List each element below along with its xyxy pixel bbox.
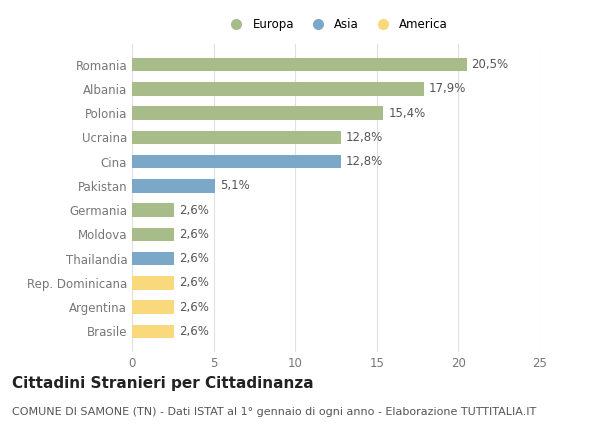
Text: 12,8%: 12,8% bbox=[346, 155, 383, 168]
Text: COMUNE DI SAMONE (TN) - Dati ISTAT al 1° gennaio di ogni anno - Elaborazione TUT: COMUNE DI SAMONE (TN) - Dati ISTAT al 1°… bbox=[12, 407, 536, 417]
Text: 15,4%: 15,4% bbox=[388, 106, 425, 120]
Bar bbox=[132, 301, 175, 314]
Legend: Europa, Asia, America: Europa, Asia, America bbox=[220, 13, 452, 35]
Text: 2,6%: 2,6% bbox=[179, 301, 209, 314]
Text: Cittadini Stranieri per Cittadinanza: Cittadini Stranieri per Cittadinanza bbox=[12, 376, 314, 391]
Bar bbox=[132, 252, 175, 265]
Bar bbox=[132, 325, 175, 338]
Bar bbox=[132, 179, 215, 193]
Bar bbox=[132, 82, 424, 95]
Text: 2,6%: 2,6% bbox=[179, 252, 209, 265]
Bar bbox=[132, 227, 175, 241]
Text: 5,1%: 5,1% bbox=[220, 180, 250, 192]
Bar bbox=[132, 58, 467, 71]
Text: 12,8%: 12,8% bbox=[346, 131, 383, 144]
Bar bbox=[132, 131, 341, 144]
Text: 17,9%: 17,9% bbox=[429, 82, 466, 95]
Bar bbox=[132, 106, 383, 120]
Text: 2,6%: 2,6% bbox=[179, 276, 209, 290]
Bar bbox=[132, 203, 175, 217]
Text: 2,6%: 2,6% bbox=[179, 325, 209, 338]
Text: 2,6%: 2,6% bbox=[179, 228, 209, 241]
Bar bbox=[132, 155, 341, 169]
Text: 20,5%: 20,5% bbox=[472, 58, 509, 71]
Bar bbox=[132, 276, 175, 290]
Text: 2,6%: 2,6% bbox=[179, 204, 209, 216]
